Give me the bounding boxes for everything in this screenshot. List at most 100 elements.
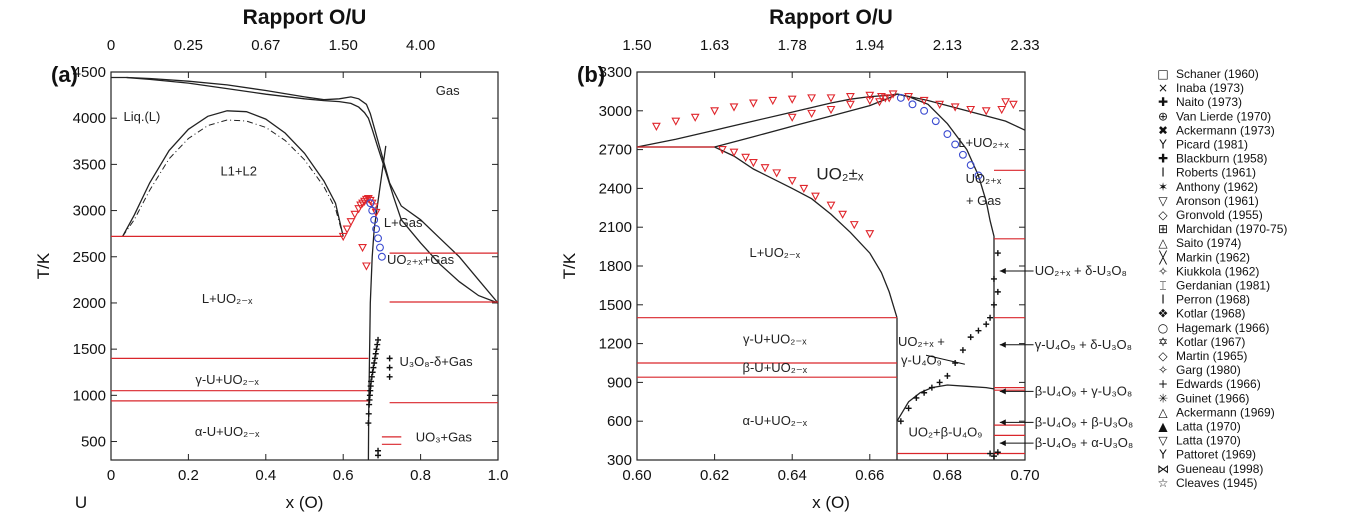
legend-label: Schaner (1960) [1176,67,1259,81]
panel-label: (b) [577,62,605,87]
region-label: γ-U+UO₂₋ₓ [195,372,259,387]
data-point-blue [372,225,381,233]
panel-label: (a) [51,62,78,87]
y-tick-label: 3300 [599,64,632,81]
data-point-blue [951,140,960,149]
y-tick-label: 1000 [73,387,106,404]
data-point-black [994,449,1001,456]
top-tick-label: 4.00 [406,37,435,54]
y-tick-label: 2400 [599,180,632,197]
region-label: UO₂₊ₓ+Gas [387,252,455,267]
data-point-red [1008,100,1018,109]
legend-label: Van Lierde (1970) [1176,109,1271,123]
region-label: UO₃+Gas [416,430,473,445]
legend-symbol: ✧ [1158,363,1168,377]
data-point-red [838,210,848,219]
legend-symbol: × [1158,81,1168,95]
data-point-black [967,334,974,341]
legend-label: Latta (1970) [1176,420,1241,434]
top-tick-label: 1.94 [855,37,884,54]
legend-label: Anthony (1962) [1176,180,1258,194]
data-point-black [368,378,375,385]
legend-label: Gronvold (1955) [1176,208,1263,222]
data-point-black [370,364,377,371]
y-tick-label: 1500 [73,341,106,358]
top-tick-label: 0 [107,37,115,54]
y-tick-label: 3000 [599,103,632,120]
data-point-blue [368,206,377,215]
legend-symbol: ⊞ [1158,222,1168,236]
x-tick-label: 0.4 [255,467,276,484]
legend-label: Naito (1973) [1176,95,1242,109]
legend-label: Gueneau (1998) [1176,462,1263,476]
top-axis-title: Rapport O/U [243,6,367,29]
data-point-blue [374,234,382,243]
legend-label: Cleaves (1945) [1176,476,1257,490]
data-point-blue [370,215,379,224]
data-point-red [826,201,836,210]
data-point-blue [896,93,905,102]
top-tick-label: 1.78 [778,37,807,54]
legend-label: Martin (1965) [1176,349,1247,363]
data-point-red [888,90,898,99]
x-tick-label: 0.64 [778,467,807,484]
data-point-black [386,373,393,380]
data-point-black [905,405,912,412]
x-tick-label: 0.66 [855,467,884,484]
data-point-black [365,420,372,427]
data-point-red [997,105,1007,115]
y-tick-label: 2500 [73,249,106,266]
region-label: Gas [436,83,460,98]
region-label: UO₂±ₓ [816,164,863,183]
data-point-blue [920,106,929,115]
data-point-blue [931,117,940,126]
data-point-black [994,288,1001,295]
legend-symbol: △ [1158,236,1168,250]
data-point-blue [943,130,952,139]
arrow-head [999,440,1006,447]
data-point-black [987,450,994,457]
data-point-red [935,100,945,109]
region-label: L+UO₂₋ₓ [749,245,800,260]
x-tick-label: 0.2 [178,467,199,484]
data-point-black [371,360,378,366]
phase-boundary-line [122,110,344,237]
region-label: + Gas [966,193,1002,208]
y-tick-label: 2000 [73,295,106,312]
legend-label: Ackermann (1973) [1176,123,1275,137]
legend-symbol: I [1161,166,1165,180]
legend-symbol: ✡ [1158,335,1168,349]
legend-label: Roberts (1961) [1176,166,1256,180]
y-tick-label: 3500 [73,156,106,173]
region-label: L1+L2 [220,163,257,178]
y-tick-label: 500 [81,434,106,451]
legend-symbol: ✚ [1158,152,1168,166]
legend-symbol: △ [1158,405,1168,419]
x-axis-label: x (O) [286,493,324,512]
x-tick-label: 0.62 [700,467,729,484]
legend-label: Perron (1968) [1176,293,1250,307]
data-point-red [826,94,836,103]
data-point-red [826,105,836,115]
phase-boundary-line [714,93,898,148]
region-label: L+UO₂₊ₓ [958,135,1009,150]
region-label: α-U+UO₂₋ₓ [742,413,807,428]
data-point-black [959,347,966,354]
legend-label: Guinet (1966) [1176,391,1249,405]
legend-label: Pattoret (1969) [1176,448,1256,462]
legend-label: Kotlar (1967) [1176,335,1245,349]
data-point-blue [966,161,975,170]
y-tick-label: 4500 [73,64,106,81]
x-tick-label: 0.70 [1010,467,1039,484]
region-label: α-U+UO₂₋ₓ [195,424,260,439]
legend-label: Hagemark (1966) [1176,321,1269,335]
region-label: γ-U₄O₉ + δ-U₃O₈ [1035,337,1132,352]
y-axis-label: T/K [34,252,53,279]
region-label: γ-U₄O₉ [901,352,942,367]
data-point-black [371,355,378,362]
legend: □ Schaner (1960) × Inaba (1973) ✚ Naito (1973… [1157,67,1287,490]
data-point-black [375,336,382,343]
legend-symbol: ⌶ [1159,279,1166,293]
data-point-red [710,107,720,116]
